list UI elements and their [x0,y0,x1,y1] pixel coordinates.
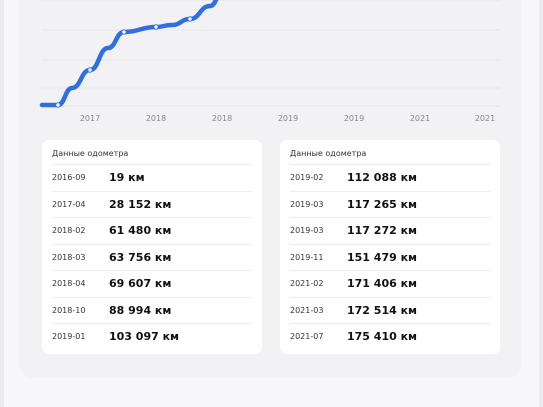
odometer-chart: 2017 2018 2018 2019 2019 2021 2021 [39,0,500,123]
data-point [87,67,93,73]
row-value: 63 756 км [109,250,172,264]
odometer-row: 2019-03 117 265 км [290,190,490,218]
row-date: 2018-04 [52,279,86,288]
x-tick-label: 2018 [212,114,232,123]
row-date: 2018-03 [52,252,86,262]
odometer-row: 2021-07 175 410 км [290,323,490,350]
row-value: 117 265 км [347,197,418,211]
row-date: 2018-10 [52,305,86,315]
odometer-row: 2018-02 61 480 км [52,217,252,244]
odometer-row: 2019-03 117 272 км [290,217,490,244]
x-tick-label: 2018 [146,114,166,123]
row-value: 19 км [109,171,145,184]
row-date: 2021-03 [290,305,324,315]
odometer-row: 2021-03 172 514 км [290,296,490,324]
odometer-row: 2018-03 63 756 км [52,243,252,271]
odometer-row: 2018-10 88 994 км [52,296,252,324]
row-date: 2019-11 [290,252,324,262]
row-date: 2021-02 [290,279,324,288]
row-value: 61 480 км [109,224,172,237]
odometer-row: 2019-01 103 097 км [52,323,252,350]
row-date: 2019-03 [290,199,324,209]
row-value: 175 410 км [347,330,418,343]
row-value: 69 607 км [109,277,172,290]
x-tick-label: 2021 [410,114,430,123]
x-tick-label: 2021 [475,114,495,123]
odometer-line [39,0,219,108]
x-tick-label: 2017 [80,114,100,123]
odometer-row: 2021-02 171 406 км [290,270,490,297]
row-date: 2021-07 [290,332,324,341]
row-value: 112 088 км [347,171,418,184]
odometer-row: 2019-11 151 479 км [290,243,490,271]
row-value: 117 272 км [347,224,418,237]
odometer-panel-right: Данные одометра 2019-02 112 088 км 2019-03… [280,140,500,354]
row-value: 171 406 км [347,277,418,290]
row-date: 2016-09 [52,173,86,182]
row-value: 151 479 км [347,250,418,264]
row-value: 88 994 км [109,303,172,317]
row-value: 28 152 км [109,197,172,211]
odometer-row: 2019-02 112 088 км [290,164,490,191]
data-point [121,29,127,35]
row-date: 2018-02 [52,226,86,235]
odometer-row: 2017-04 28 152 км [52,190,252,218]
row-value: 172 514 км [347,303,418,317]
odometer-row: 2016-09 19 км [52,164,252,191]
data-point [153,24,159,30]
x-tick-label: 2019 [344,114,364,123]
row-date: 2019-01 [52,332,86,341]
panel-title: Данные одометра [290,149,367,158]
data-point [187,16,193,22]
x-tick-label: 2019 [278,114,298,123]
data-point [55,102,61,108]
row-date: 2019-02 [290,173,324,182]
odometer-panel-left: Данные одометра 2016-09 19 км 2017-04 28 15… [42,140,262,354]
row-value: 103 097 км [109,330,180,343]
odometer-row: 2018-04 69 607 км [52,270,252,297]
row-date: 2019-03 [290,226,324,235]
panel-title: Данные одометра [52,149,129,158]
row-date: 2017-04 [52,199,86,209]
